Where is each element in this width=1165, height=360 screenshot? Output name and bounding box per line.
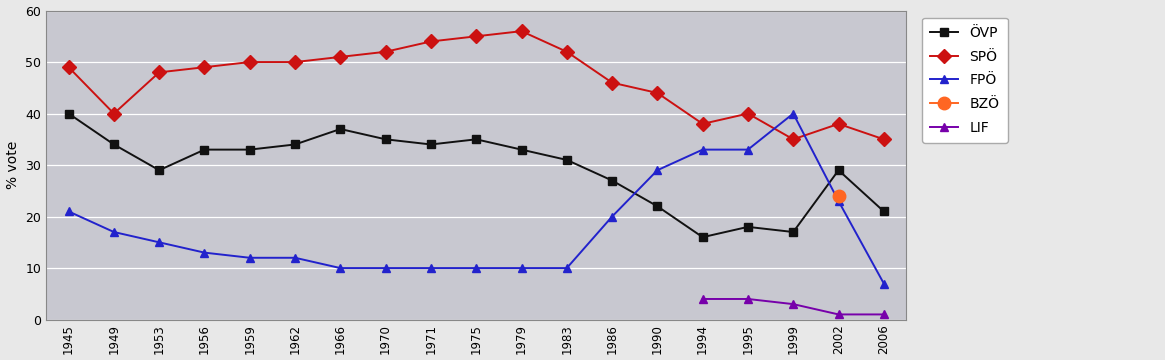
ÖVP — [107, 142, 121, 147]
SPÖ — [62, 65, 76, 69]
LIF — [877, 312, 891, 316]
SPÖ — [832, 122, 846, 126]
FPÖ — [696, 148, 709, 152]
FPÖ — [62, 209, 76, 213]
FPÖ — [107, 230, 121, 234]
FPÖ — [242, 256, 256, 260]
SPÖ — [560, 50, 574, 54]
SPÖ — [333, 55, 347, 59]
LIF — [832, 312, 846, 316]
FPÖ — [424, 266, 438, 270]
FPÖ — [288, 256, 302, 260]
LIF — [741, 297, 755, 301]
Line: SPÖ: SPÖ — [64, 26, 889, 144]
FPÖ — [741, 148, 755, 152]
ÖVP — [242, 148, 256, 152]
SPÖ — [288, 60, 302, 64]
ÖVP — [605, 178, 619, 183]
SPÖ — [515, 29, 529, 33]
SPÖ — [650, 91, 664, 95]
SPÖ — [696, 122, 709, 126]
Y-axis label: % vote: % vote — [6, 141, 20, 189]
FPÖ — [560, 266, 574, 270]
SPÖ — [379, 50, 393, 54]
Line: LIF: LIF — [699, 295, 888, 319]
FPÖ — [605, 215, 619, 219]
ÖVP — [424, 142, 438, 147]
ÖVP — [288, 142, 302, 147]
SPÖ — [153, 70, 167, 75]
ÖVP — [786, 230, 800, 234]
FPÖ — [877, 282, 891, 286]
LIF — [696, 297, 709, 301]
FPÖ — [379, 266, 393, 270]
FPÖ — [333, 266, 347, 270]
SPÖ — [605, 81, 619, 85]
Legend: ÖVP, SPÖ, FPÖ, BZÖ, LIF: ÖVP, SPÖ, FPÖ, BZÖ, LIF — [922, 18, 1008, 143]
ÖVP — [741, 225, 755, 229]
SPÖ — [424, 39, 438, 44]
FPÖ — [786, 111, 800, 116]
SPÖ — [469, 34, 483, 39]
FPÖ — [198, 251, 212, 255]
FPÖ — [469, 266, 483, 270]
FPÖ — [650, 168, 664, 172]
Line: ÖVP: ÖVP — [64, 109, 888, 241]
SPÖ — [107, 111, 121, 116]
SPÖ — [877, 137, 891, 141]
ÖVP — [832, 168, 846, 172]
FPÖ — [832, 199, 846, 203]
FPÖ — [153, 240, 167, 244]
ÖVP — [198, 148, 212, 152]
ÖVP — [560, 158, 574, 162]
ÖVP — [650, 204, 664, 208]
FPÖ — [515, 266, 529, 270]
Line: FPÖ: FPÖ — [64, 109, 888, 288]
SPÖ — [242, 60, 256, 64]
LIF — [786, 302, 800, 306]
SPÖ — [741, 111, 755, 116]
SPÖ — [786, 137, 800, 141]
ÖVP — [877, 209, 891, 213]
ÖVP — [333, 127, 347, 131]
ÖVP — [469, 137, 483, 141]
ÖVP — [515, 148, 529, 152]
ÖVP — [696, 235, 709, 239]
ÖVP — [379, 137, 393, 141]
ÖVP — [62, 111, 76, 116]
ÖVP — [153, 168, 167, 172]
SPÖ — [198, 65, 212, 69]
